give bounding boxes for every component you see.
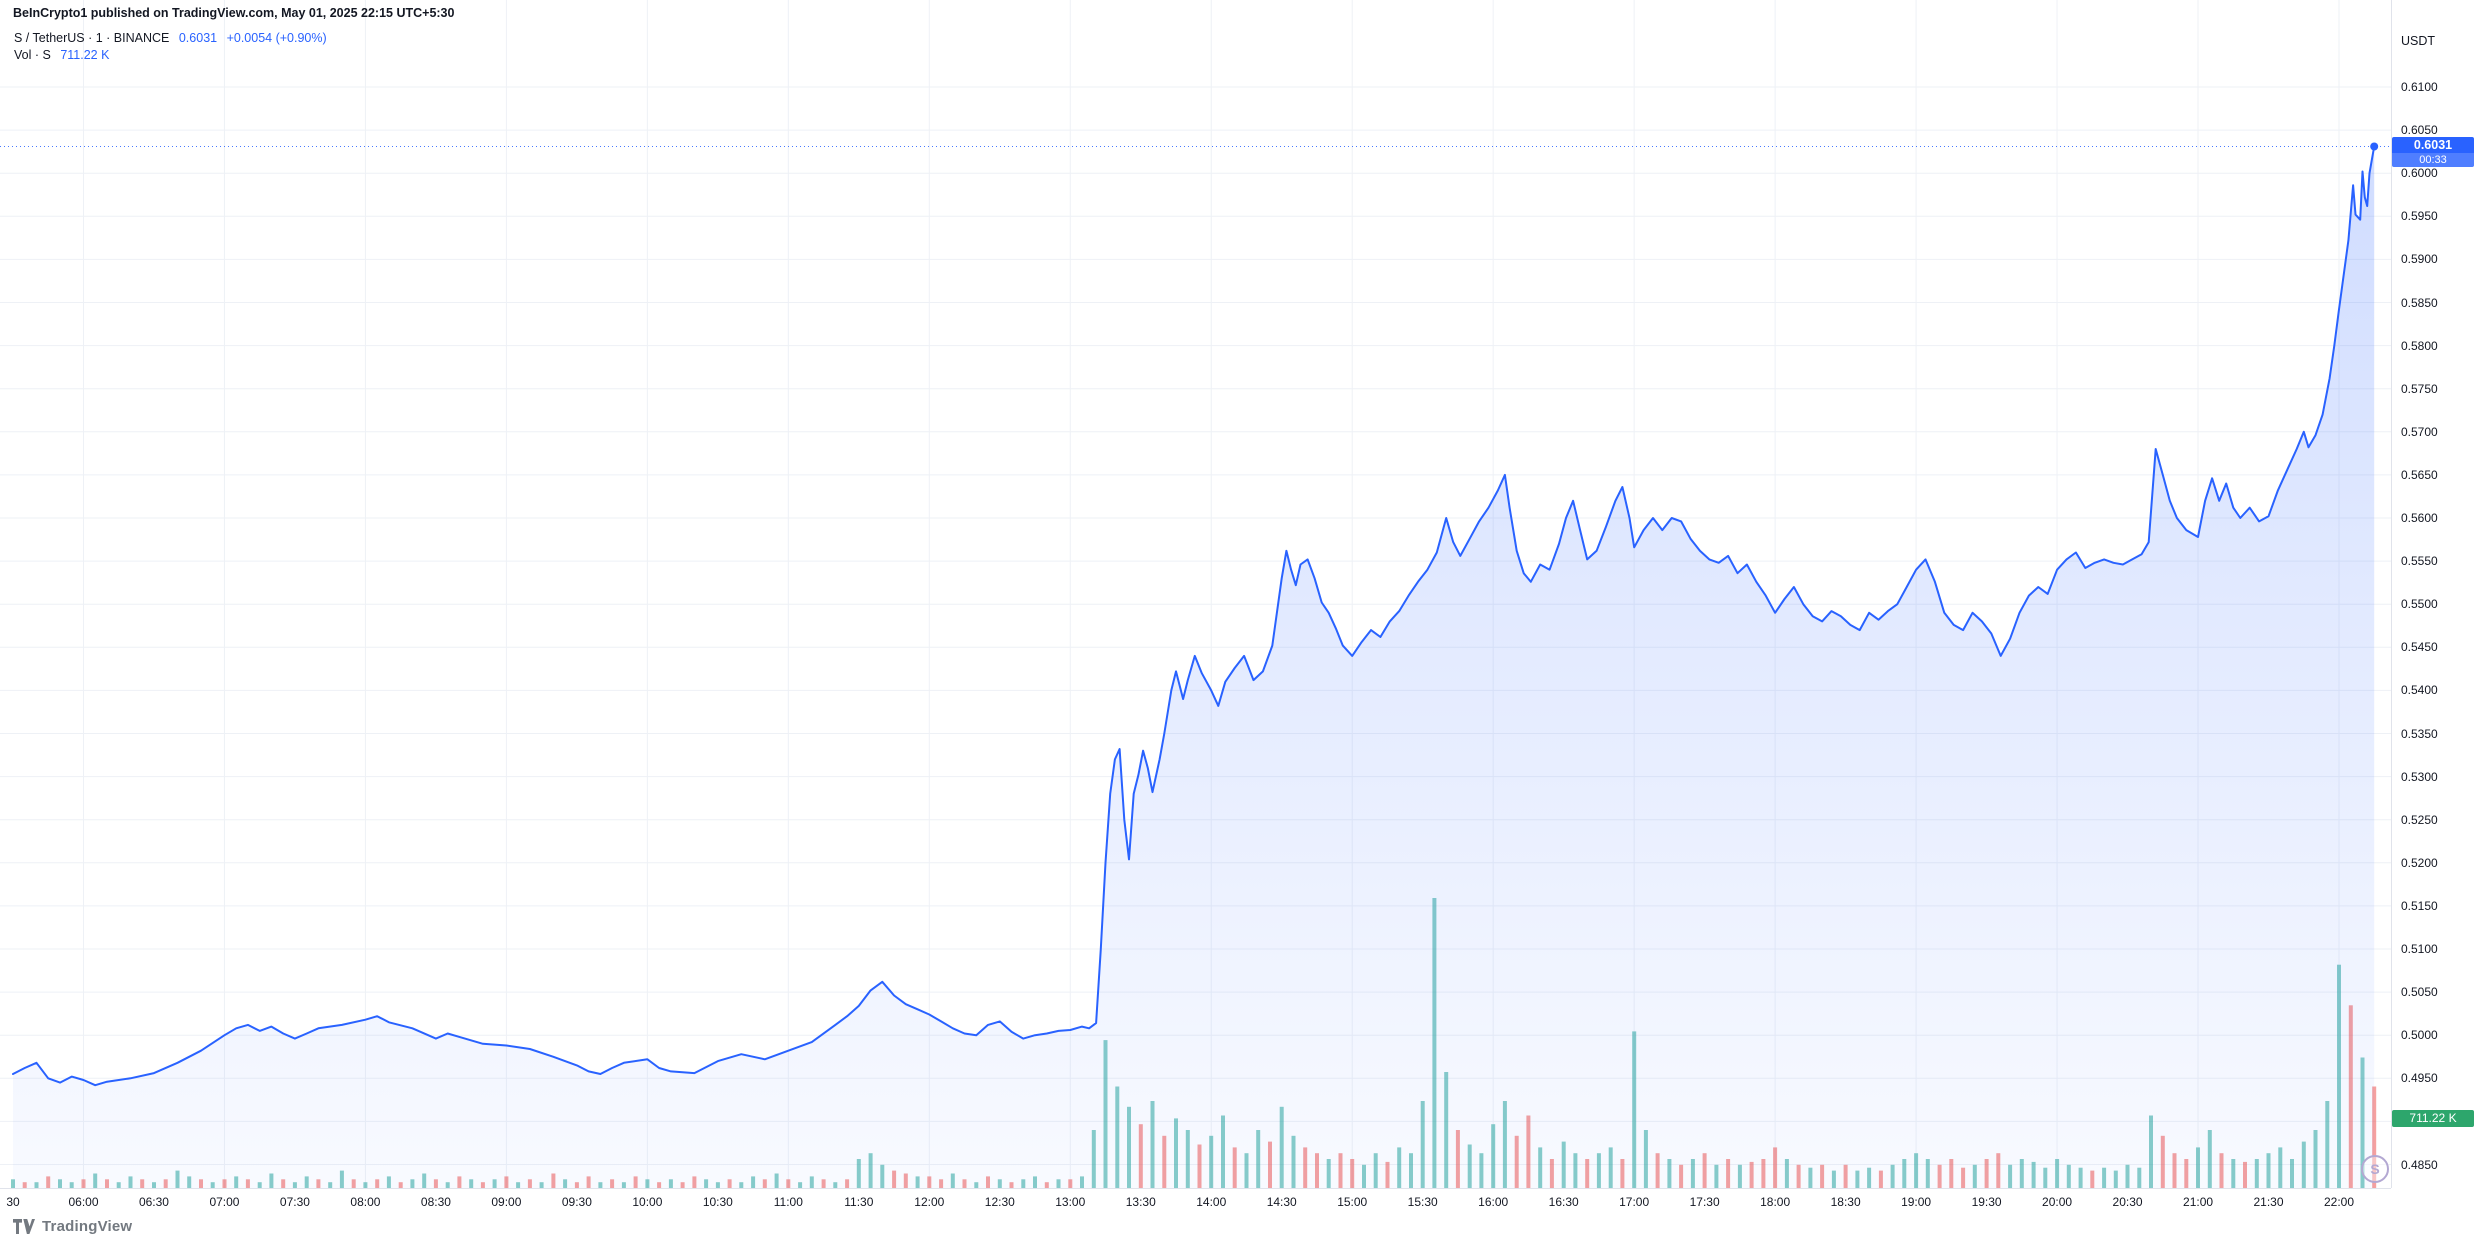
legend-symbol-row: S / TetherUS · 1 · BINANCE 0.6031 +0.005… [14,30,333,47]
time-axis-label: 08:00 [350,1195,381,1209]
chart-canvas[interactable] [0,0,2391,1188]
time-axis-label: 09:30 [561,1195,592,1209]
time-axis-label: 21:00 [2183,1195,2214,1209]
time-axis-label: 08:30 [420,1195,451,1209]
price-axis-label: 0.5850 [2401,295,2438,310]
current-price-value: 0.6031 [2413,138,2453,153]
time-axis-label: 11:00 [773,1195,803,1209]
price-axis-label: 0.5150 [2401,898,2438,913]
time-axis-label: 07:00 [209,1195,240,1209]
price-axis-label: 0.5250 [2401,812,2438,827]
time-axis-label: 22:00 [2323,1195,2355,1209]
time-axis-label: 06:30 [138,1195,169,1209]
price-axis-label: 0.6000 [2401,166,2438,181]
current-price-badge: 0.6031 00:33 [2392,137,2474,168]
time-axis-label: 15:00 [1337,1195,1368,1209]
legend-price-change: +0.0054 (+0.90%) [226,31,327,45]
tradingview-logo-text: TradingView [42,1218,133,1235]
time-axis-label: 07:30 [279,1195,310,1209]
time-axis-label: 18:30 [1830,1195,1861,1209]
price-axis-label: 0.5950 [2401,209,2438,224]
bar-close-countdown: 00:33 [2392,153,2474,168]
price-axis-label: 0.5350 [2401,726,2438,741]
time-axis-label: 14:00 [1196,1195,1227,1209]
price-axis-label: 0.5700 [2401,424,2438,439]
time-axis-label: 09:00 [491,1195,522,1209]
price-axis-currency: USDT [2401,34,2436,48]
time-axis-label: 20:00 [2042,1195,2073,1209]
price-axis-label: 0.6050 [2401,123,2438,138]
volume-axis-badge: 711.22 K [2392,1110,2474,1127]
legend-volume-row: Vol · S 711.22 K [14,47,333,64]
time-axis-label: 19:00 [1901,1195,1932,1209]
price-axis-label: 0.5900 [2401,252,2438,267]
price-axis-label: 0.4850 [2401,1157,2438,1172]
time-axis-label: 11:30 [844,1195,874,1209]
time-axis-label: 06:00 [68,1195,99,1209]
time-axis-label: 12:00 [914,1195,945,1209]
time-axis-label: 13:00 [1055,1195,1086,1209]
price-axis-label: 0.5600 [2401,511,2438,525]
price-axis-label: 0.5550 [2401,554,2438,569]
price-axis-label: 0.5800 [2401,338,2438,353]
price-axis-label: 0.5650 [2401,467,2438,482]
price-axis-label: 0.5000 [2401,1028,2438,1043]
time-axis-label: 10:30 [702,1195,733,1209]
time-axis-label: 17:00 [1619,1195,1650,1209]
time-axis-label: 19:30 [1971,1195,2002,1209]
time-axis-label: 17:30 [1689,1195,1720,1209]
price-axis-label: 0.5100 [2401,942,2438,956]
price-axis-label: 0.5400 [2401,683,2438,698]
chart-legend: S / TetherUS · 1 · BINANCE 0.6031 +0.005… [14,30,333,64]
price-axis-label: 0.6100 [2401,80,2438,94]
time-axis-label: 15:30 [1407,1195,1438,1209]
price-axis-label: 0.5500 [2401,597,2438,612]
time-axis-label: 18:00 [1760,1195,1791,1209]
price-axis-label: 0.5450 [2401,640,2438,655]
price-axis-label: 0.4950 [2401,1071,2438,1086]
price-axis-label: 0.5750 [2401,381,2438,396]
price-line [12,145,2376,1087]
volume-value: 711.22 K [60,48,110,62]
price-axis[interactable]: USDT 0.6100 0.6050 0.6000 0.5950 0.5900 0.585… [2391,0,2475,1188]
sonic-symbol-icon: S [2361,1155,2389,1183]
time-axis-label: 21:30 [2253,1195,2284,1209]
tradingview-logo-icon [13,1219,35,1234]
time-axis[interactable]: 30 06:00 06:30 07:00 07:30 08:00 08:30 09:00 09:… [0,1188,2391,1225]
time-axis-label: 20:30 [2112,1195,2143,1209]
attribution-text: BeInCrypto1 published on TradingView.com… [13,6,455,20]
time-axis-label: 10:00 [632,1195,663,1209]
last-price-dot [2370,142,2379,151]
time-axis-label: 13:30 [1125,1195,1156,1209]
time-axis-label: 12:30 [984,1195,1015,1209]
volume-label: Vol · S [14,48,51,62]
time-axis-label: 14:30 [1266,1195,1297,1209]
price-axis-label: 0.5050 [2401,985,2438,1000]
symbol-title: S / TetherUS · 1 · BINANCE [14,31,170,45]
tradingview-logo[interactable]: TradingView [13,1218,132,1235]
time-axis-label: 16:30 [1548,1195,1579,1209]
legend-last-price: 0.6031 [178,31,218,45]
time-axis-label: 16:00 [1478,1195,1509,1209]
price-axis-label: 0.5200 [2401,855,2438,870]
price-axis-label: 0.5300 [2401,769,2438,784]
time-axis-label: 30 [6,1195,20,1209]
